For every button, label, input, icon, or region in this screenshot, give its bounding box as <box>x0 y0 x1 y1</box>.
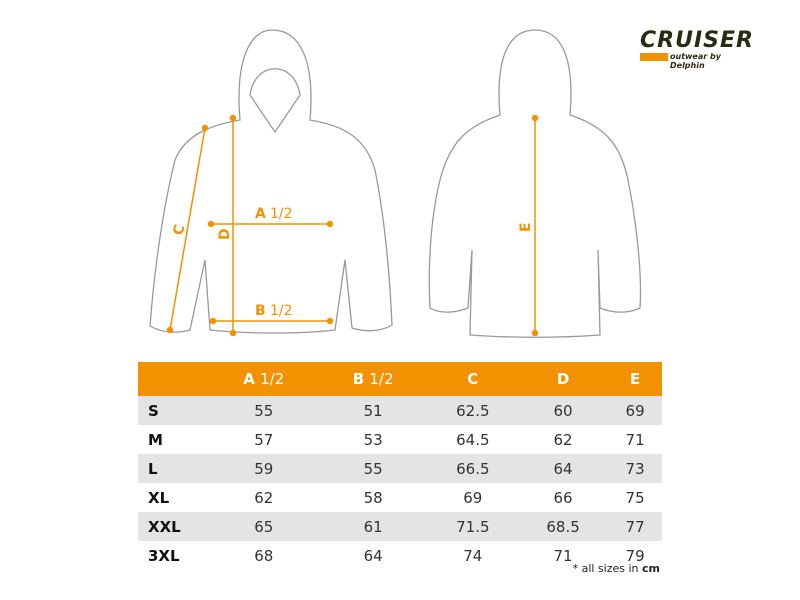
header-col: A 1/2 <box>209 362 319 396</box>
table-cell: 71 <box>625 430 645 449</box>
table-cell: 74 <box>463 546 483 565</box>
size-label: M <box>148 430 163 449</box>
table-cell: 62 <box>553 430 573 449</box>
label-c: C <box>170 223 188 237</box>
size-label: XXL <box>138 512 209 541</box>
table-row: L 59 55 66.5 64 73 <box>138 454 662 483</box>
table-row: 3XL 68 64 74 71 79 <box>138 541 662 570</box>
table-cell: 66 <box>553 488 573 507</box>
header-col: D <box>517 362 609 396</box>
label-e: E <box>518 222 534 232</box>
header-letter: A <box>243 370 255 388</box>
table-cell: 64.5 <box>456 430 490 449</box>
table-cell: 62 <box>254 488 274 507</box>
cruiser-logo: CRUISER outwear by Delphin <box>640 28 754 70</box>
table-cell: 69 <box>463 488 483 507</box>
label-b: B <box>255 303 266 319</box>
table-row: S 55 51 62.5 60 69 <box>138 396 662 425</box>
table-cell: 73 <box>608 454 662 483</box>
measure-c-line <box>169 127 206 331</box>
label-d: D <box>217 228 233 240</box>
header-letter: D <box>556 370 570 388</box>
header-col: C <box>427 362 518 396</box>
units-note: * all sizes in cm <box>572 562 660 575</box>
table-cell: 55 <box>209 396 319 425</box>
table-cell: 59 <box>209 454 319 483</box>
table-cell: 77 <box>608 512 662 541</box>
table-cell: 51 <box>318 396 428 425</box>
header-size <box>138 362 209 396</box>
header-letter: E <box>629 370 641 388</box>
table-cell: 58 <box>363 488 383 507</box>
size-label: S <box>138 396 209 425</box>
header-col: B 1/2 <box>318 362 428 396</box>
header-col: E <box>608 362 662 396</box>
table-cell: 66.5 <box>427 454 518 483</box>
table-row: XL 62 58 69 66 75 <box>138 483 662 512</box>
table-cell: 71 <box>553 546 573 565</box>
back-hoodie-outline <box>428 29 642 338</box>
size-table: A 1/2 B 1/2 C D E S 55 51 62.5 60 69 M 57 53 64.5 62… <box>138 362 662 570</box>
table-row: XXL 65 61 71.5 68.5 77 <box>138 512 662 541</box>
table-cell: 71.5 <box>427 512 518 541</box>
table-cell: 62.5 <box>427 396 518 425</box>
table-cell: 55 <box>318 454 428 483</box>
table-cell: 64 <box>363 546 383 565</box>
label-a-frac: 1/2 <box>270 206 293 222</box>
header-letter: B <box>352 370 365 388</box>
header-letter: C <box>467 370 479 388</box>
table-cell: 68 <box>254 546 274 565</box>
hoodie-diagram: A 1/2 B 1/2 C D E <box>149 29 642 338</box>
table-cell: 53 <box>363 430 383 449</box>
header-frac: 1/2 <box>369 370 394 388</box>
table-row: M 57 53 64.5 62 71 <box>138 425 662 454</box>
table-cell: 61 <box>318 512 428 541</box>
label-a: A <box>255 206 266 222</box>
table-cell: 60 <box>517 396 609 425</box>
header-frac: 1/2 <box>260 370 285 388</box>
size-label: XL <box>148 488 170 507</box>
table-cell: 65 <box>209 512 319 541</box>
table-cell: 69 <box>608 396 662 425</box>
front-hood-opening <box>249 68 301 134</box>
table-cell: 64 <box>517 454 609 483</box>
table-cell: 68.5 <box>517 512 609 541</box>
size-label: 3XL <box>148 546 180 565</box>
table-cell: 57 <box>254 430 274 449</box>
label-b-frac: 1/2 <box>270 303 293 319</box>
size-label: L <box>138 454 209 483</box>
table-cell: 79 <box>625 546 645 565</box>
table-cell: 75 <box>625 488 645 507</box>
front-hoodie-outline <box>149 29 393 334</box>
